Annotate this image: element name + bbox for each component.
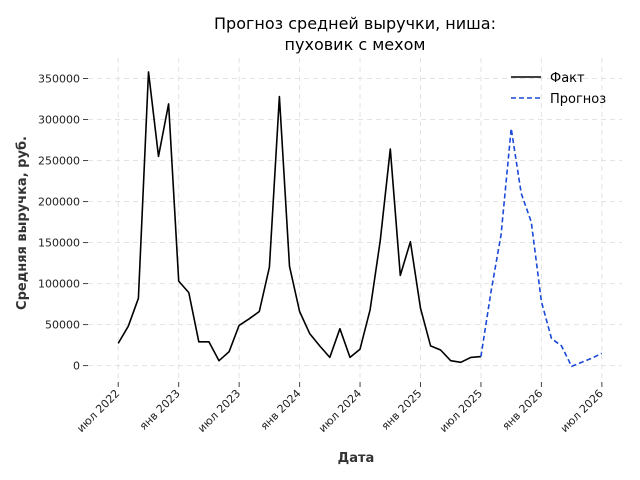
x-tick-label: июл 2023 bbox=[195, 387, 243, 435]
x-tick-label: июл 2024 bbox=[316, 387, 364, 435]
x-axis-ticks: июл 2022 янв 2023 июл 2023 янв 2024 июл 2024… bbox=[74, 382, 606, 435]
legend: Факт Прогноз bbox=[511, 71, 606, 107]
y-tick-label: 200000 bbox=[38, 196, 80, 209]
y-tick-label: 50000 bbox=[45, 319, 80, 332]
y-tick-label: 300000 bbox=[38, 114, 80, 127]
series-line-forecast bbox=[480, 127, 603, 368]
x-tick-label: янв 2023 bbox=[137, 387, 183, 433]
x-tick-label: июл 2025 bbox=[437, 387, 485, 435]
x-tick-label: янв 2026 bbox=[500, 387, 546, 433]
grid bbox=[88, 58, 622, 382]
x-tick-label: июл 2022 bbox=[74, 387, 122, 435]
y-tick-label: 0 bbox=[73, 360, 80, 373]
legend-label-forecast: Прогноз bbox=[550, 92, 606, 107]
x-axis-label: Дата bbox=[338, 451, 375, 466]
series-lines bbox=[117, 71, 603, 368]
y-tick-label: 350000 bbox=[38, 73, 80, 86]
x-tick-label: июл 2026 bbox=[558, 387, 606, 435]
y-tick-label: 250000 bbox=[38, 155, 80, 168]
chart-title-line-1: Прогноз средней выручки, ниша: bbox=[214, 14, 496, 33]
x-tick-label: янв 2024 bbox=[258, 387, 304, 433]
y-tick-label: 100000 bbox=[38, 278, 80, 291]
y-axis-ticks: 0 50000 100000 150000 200000 250000 300000 3500… bbox=[38, 73, 88, 373]
chart-title-line-2: пуховик с мехом bbox=[285, 35, 426, 54]
y-tick-label: 150000 bbox=[38, 237, 80, 250]
y-axis-label: Средняя выручка, руб. bbox=[15, 136, 30, 310]
series-line-fact bbox=[117, 71, 481, 364]
legend-label-fact: Факт bbox=[550, 71, 585, 86]
x-tick-label: янв 2025 bbox=[379, 387, 425, 433]
